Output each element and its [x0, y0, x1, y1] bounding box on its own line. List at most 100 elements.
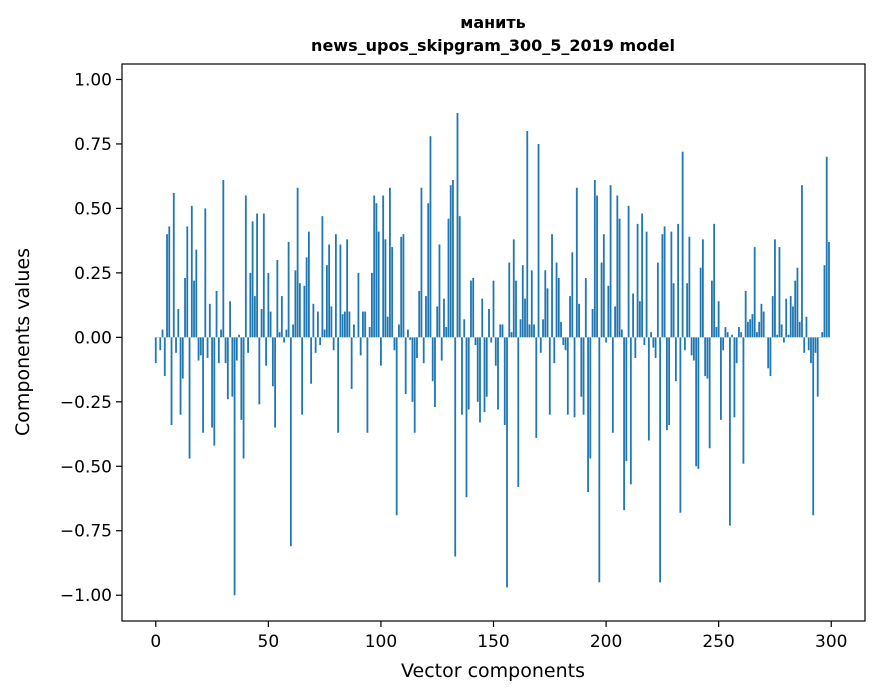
- bar: [368, 327, 371, 338]
- bar: [199, 337, 202, 356]
- bar: [553, 337, 556, 364]
- bar: [213, 337, 216, 446]
- bar: [620, 329, 623, 338]
- bar: [411, 337, 414, 402]
- bar: [431, 337, 434, 382]
- bar: [458, 216, 461, 338]
- bar: [298, 283, 301, 338]
- bar: [742, 337, 745, 464]
- bar: [533, 324, 535, 338]
- bar: [407, 329, 409, 338]
- x-axis-label: Vector components: [401, 660, 585, 682]
- bar: [350, 337, 353, 389]
- bar: [289, 337, 292, 547]
- bar: [560, 321, 562, 338]
- bar: [301, 337, 304, 415]
- bar: [247, 337, 249, 353]
- bar: [589, 337, 592, 459]
- bar: [546, 288, 549, 338]
- bar: [647, 337, 650, 441]
- bar: [747, 321, 749, 338]
- bar: [310, 337, 313, 384]
- bar: [483, 337, 486, 413]
- bar: [362, 311, 364, 338]
- bar: [810, 337, 812, 364]
- bar: [159, 337, 162, 351]
- bar: [184, 278, 186, 338]
- bar: [222, 180, 225, 338]
- y-tick-label: 0.25: [74, 264, 112, 284]
- bar: [530, 270, 533, 338]
- bar: [807, 337, 810, 351]
- bar: [402, 234, 405, 338]
- bar: [785, 298, 788, 338]
- bar: [801, 185, 803, 338]
- bar: [418, 290, 421, 338]
- bar: [724, 327, 727, 338]
- bar: [605, 337, 607, 343]
- bar: [242, 337, 245, 459]
- bar: [204, 208, 207, 338]
- bar: [251, 221, 254, 338]
- bar: [524, 298, 526, 338]
- bar: [566, 337, 569, 415]
- y-tick-label: −0.75: [60, 522, 112, 542]
- bar: [753, 247, 756, 338]
- bar: [416, 337, 418, 358]
- bar: [400, 236, 403, 338]
- bar: [636, 223, 639, 338]
- bar: [285, 329, 288, 338]
- bar: [456, 113, 459, 338]
- x-tick-label: 0: [150, 632, 161, 652]
- bar: [778, 247, 781, 338]
- bar: [321, 216, 324, 338]
- bar: [821, 332, 824, 338]
- bar: [303, 285, 306, 338]
- bar: [211, 337, 213, 428]
- bar: [404, 337, 407, 395]
- bar: [686, 283, 689, 338]
- bar: [735, 337, 738, 364]
- bar: [479, 337, 481, 423]
- y-tick-label: −1.00: [60, 586, 112, 606]
- chart-titles: манить news_upos_skipgram_300_5_2019 mod…: [311, 13, 675, 55]
- bar: [265, 337, 267, 366]
- bar: [325, 265, 328, 338]
- y-axis-ticks: 1.00 0.75 0.50 0.25 0.00 −0.25 −0.50 −0.75 −1.00: [60, 70, 122, 606]
- bar: [391, 247, 394, 338]
- bar: [172, 192, 175, 338]
- bar: [440, 337, 443, 361]
- bar: [328, 244, 331, 338]
- bar: [393, 337, 396, 351]
- bar: [562, 337, 565, 346]
- bar: [188, 337, 191, 459]
- bar: [454, 337, 457, 557]
- bar: [465, 337, 468, 498]
- bar: [314, 337, 317, 353]
- bar: [323, 329, 326, 338]
- bar: [688, 236, 691, 338]
- bar: [713, 223, 716, 338]
- bar: [704, 337, 707, 377]
- bar: [544, 270, 547, 338]
- bar: [758, 321, 761, 338]
- bar: [616, 195, 619, 338]
- bar: [267, 272, 270, 338]
- bar: [715, 327, 718, 338]
- bar: [625, 337, 628, 462]
- bar: [278, 332, 281, 338]
- bar: [312, 303, 315, 338]
- bar: [258, 337, 261, 405]
- bar: [528, 324, 531, 338]
- bar: [542, 319, 544, 338]
- bar: [497, 337, 499, 410]
- bar: [292, 324, 295, 338]
- bar: [443, 298, 445, 338]
- bar: [202, 337, 204, 433]
- bar: [283, 337, 286, 343]
- bar: [573, 337, 576, 418]
- bar: [641, 213, 643, 338]
- bar: [294, 270, 297, 338]
- bar: [787, 334, 790, 338]
- bar: [774, 239, 776, 338]
